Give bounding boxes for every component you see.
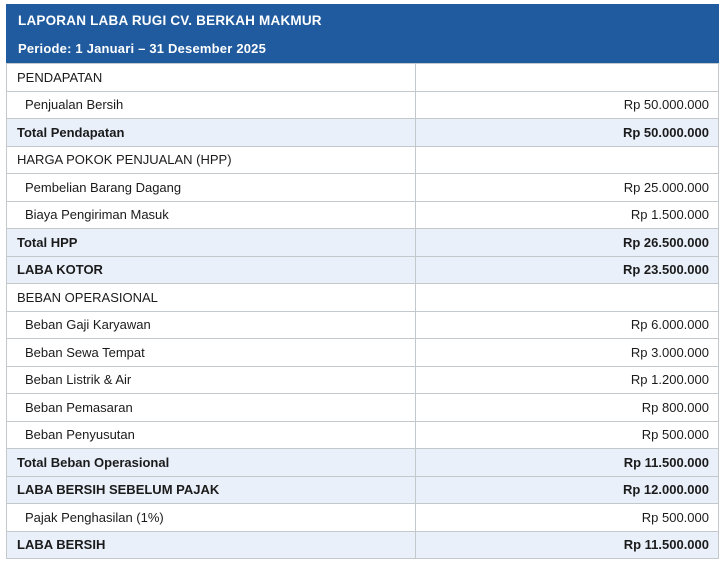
row-value (414, 63, 720, 92)
row-value: Rp 11.500.000 (414, 448, 720, 477)
row-label: HARGA POKOK PENJUALAN (HPP) (6, 145, 416, 174)
table-row: Penjualan Bersih Rp 50.000.000 (6, 90, 720, 119)
table-row: HARGA POKOK PENJUALAN (HPP) (6, 145, 720, 174)
row-value: Rp 11.500.000 (414, 530, 720, 559)
row-label: LABA BERSIH (6, 530, 416, 559)
row-value: Rp 23.500.000 (414, 255, 720, 284)
row-value: Rp 25.000.000 (414, 173, 720, 202)
row-value: Rp 26.500.000 (414, 228, 720, 257)
table-row: LABA KOTOR Rp 23.500.000 (6, 255, 720, 284)
row-label: Beban Sewa Tempat (6, 338, 416, 367)
row-value: Rp 50.000.000 (414, 118, 720, 147)
row-value: Rp 500.000 (414, 420, 720, 449)
table-row: LABA BERSIH Rp 11.500.000 (6, 530, 720, 559)
row-label: Beban Listrik & Air (6, 365, 416, 394)
table-row: Total HPP Rp 26.500.000 (6, 228, 720, 257)
row-value: Rp 6.000.000 (414, 310, 720, 339)
row-value (414, 283, 720, 312)
table-row: Pembelian Barang Dagang Rp 25.000.000 (6, 173, 720, 202)
row-label: PENDAPATAN (6, 63, 416, 92)
row-label: Pajak Penghasilan (1%) (6, 503, 416, 532)
row-label: LABA KOTOR (6, 255, 416, 284)
row-label: Total Pendapatan (6, 118, 416, 147)
row-label: BEBAN OPERASIONAL (6, 283, 416, 312)
report-period: Periode: 1 Januari – 31 Desember 2025 (18, 41, 267, 56)
table-row: Beban Penyusutan Rp 500.000 (6, 420, 720, 449)
table-row: Beban Listrik & Air Rp 1.200.000 (6, 365, 720, 394)
row-label: LABA BERSIH SEBELUM PAJAK (6, 475, 416, 504)
report-container: LAPORAN LABA RUGI CV. BERKAH MAKMUR Peri… (6, 4, 720, 559)
table-row: Total Beban Operasional Rp 11.500.000 (6, 448, 720, 477)
row-label: Pembelian Barang Dagang (6, 173, 416, 202)
table-row: Beban Pemasaran Rp 800.000 (6, 393, 720, 422)
table-row: Biaya Pengiriman Masuk Rp 1.500.000 (6, 200, 720, 229)
report-table-body: PENDAPATAN Penjualan Bersih Rp 50.000.00… (6, 63, 720, 559)
row-label: Beban Gaji Karyawan (6, 310, 416, 339)
table-row: Beban Sewa Tempat Rp 3.000.000 (6, 338, 720, 367)
row-label: Beban Pemasaran (6, 393, 416, 422)
row-value: Rp 500.000 (414, 503, 720, 532)
table-row: PENDAPATAN (6, 63, 720, 92)
row-value: Rp 1.200.000 (414, 365, 720, 394)
income-statement-table: PENDAPATAN Penjualan Bersih Rp 50.000.00… (6, 63, 720, 559)
row-label: Beban Penyusutan (6, 420, 416, 449)
row-label: Total Beban Operasional (6, 448, 416, 477)
report-header-banner: LAPORAN LABA RUGI CV. BERKAH MAKMUR Peri… (6, 4, 719, 63)
row-value: Rp 3.000.000 (414, 338, 720, 367)
table-row: Beban Gaji Karyawan Rp 6.000.000 (6, 310, 720, 339)
row-value: Rp 12.000.000 (414, 475, 720, 504)
report-title: LAPORAN LABA RUGI CV. BERKAH MAKMUR (18, 13, 322, 28)
table-row: Pajak Penghasilan (1%) Rp 500.000 (6, 503, 720, 532)
table-row: LABA BERSIH SEBELUM PAJAK Rp 12.000.000 (6, 475, 720, 504)
row-label: Total HPP (6, 228, 416, 257)
row-value: Rp 800.000 (414, 393, 720, 422)
table-row: Total Pendapatan Rp 50.000.000 (6, 118, 720, 147)
table-row: BEBAN OPERASIONAL (6, 283, 720, 312)
row-value (414, 145, 720, 174)
row-label: Penjualan Bersih (6, 90, 416, 119)
row-value: Rp 1.500.000 (414, 200, 720, 229)
row-label: Biaya Pengiriman Masuk (6, 200, 416, 229)
row-value: Rp 50.000.000 (414, 90, 720, 119)
